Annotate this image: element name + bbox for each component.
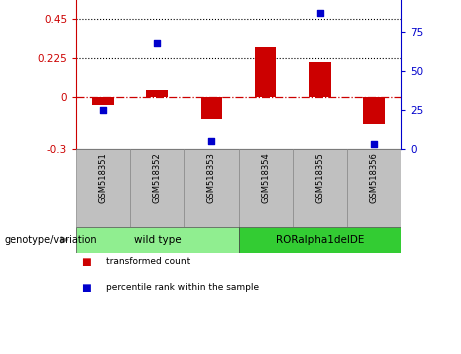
Text: genotype/variation: genotype/variation [5,235,97,245]
Text: GSM518353: GSM518353 [207,153,216,204]
Point [208,138,215,144]
Text: GSM518351: GSM518351 [99,153,108,203]
Bar [363,97,385,125]
Bar [130,149,184,227]
Text: percentile rank within the sample: percentile rank within the sample [106,283,259,292]
Bar [76,227,238,253]
Text: GSM518354: GSM518354 [261,153,270,203]
Point [316,10,324,16]
Text: ■: ■ [81,283,90,293]
Text: GSM518352: GSM518352 [153,153,162,203]
Point [370,141,378,147]
Bar [201,97,222,119]
Text: RORalpha1delDE: RORalpha1delDE [276,235,364,245]
Bar [255,47,277,97]
Text: ■: ■ [81,257,90,267]
Bar [76,149,130,227]
Bar [239,227,401,253]
Text: GSM518356: GSM518356 [369,153,378,204]
Point [154,40,161,46]
Bar [347,149,401,227]
Bar [309,62,331,97]
Bar [239,149,293,227]
Bar [92,97,114,105]
Text: wild type: wild type [134,235,181,245]
Point [100,107,107,113]
Bar [184,149,238,227]
Bar [147,90,168,97]
Bar [293,149,347,227]
Text: GSM518355: GSM518355 [315,153,325,203]
Text: transformed count: transformed count [106,257,190,266]
